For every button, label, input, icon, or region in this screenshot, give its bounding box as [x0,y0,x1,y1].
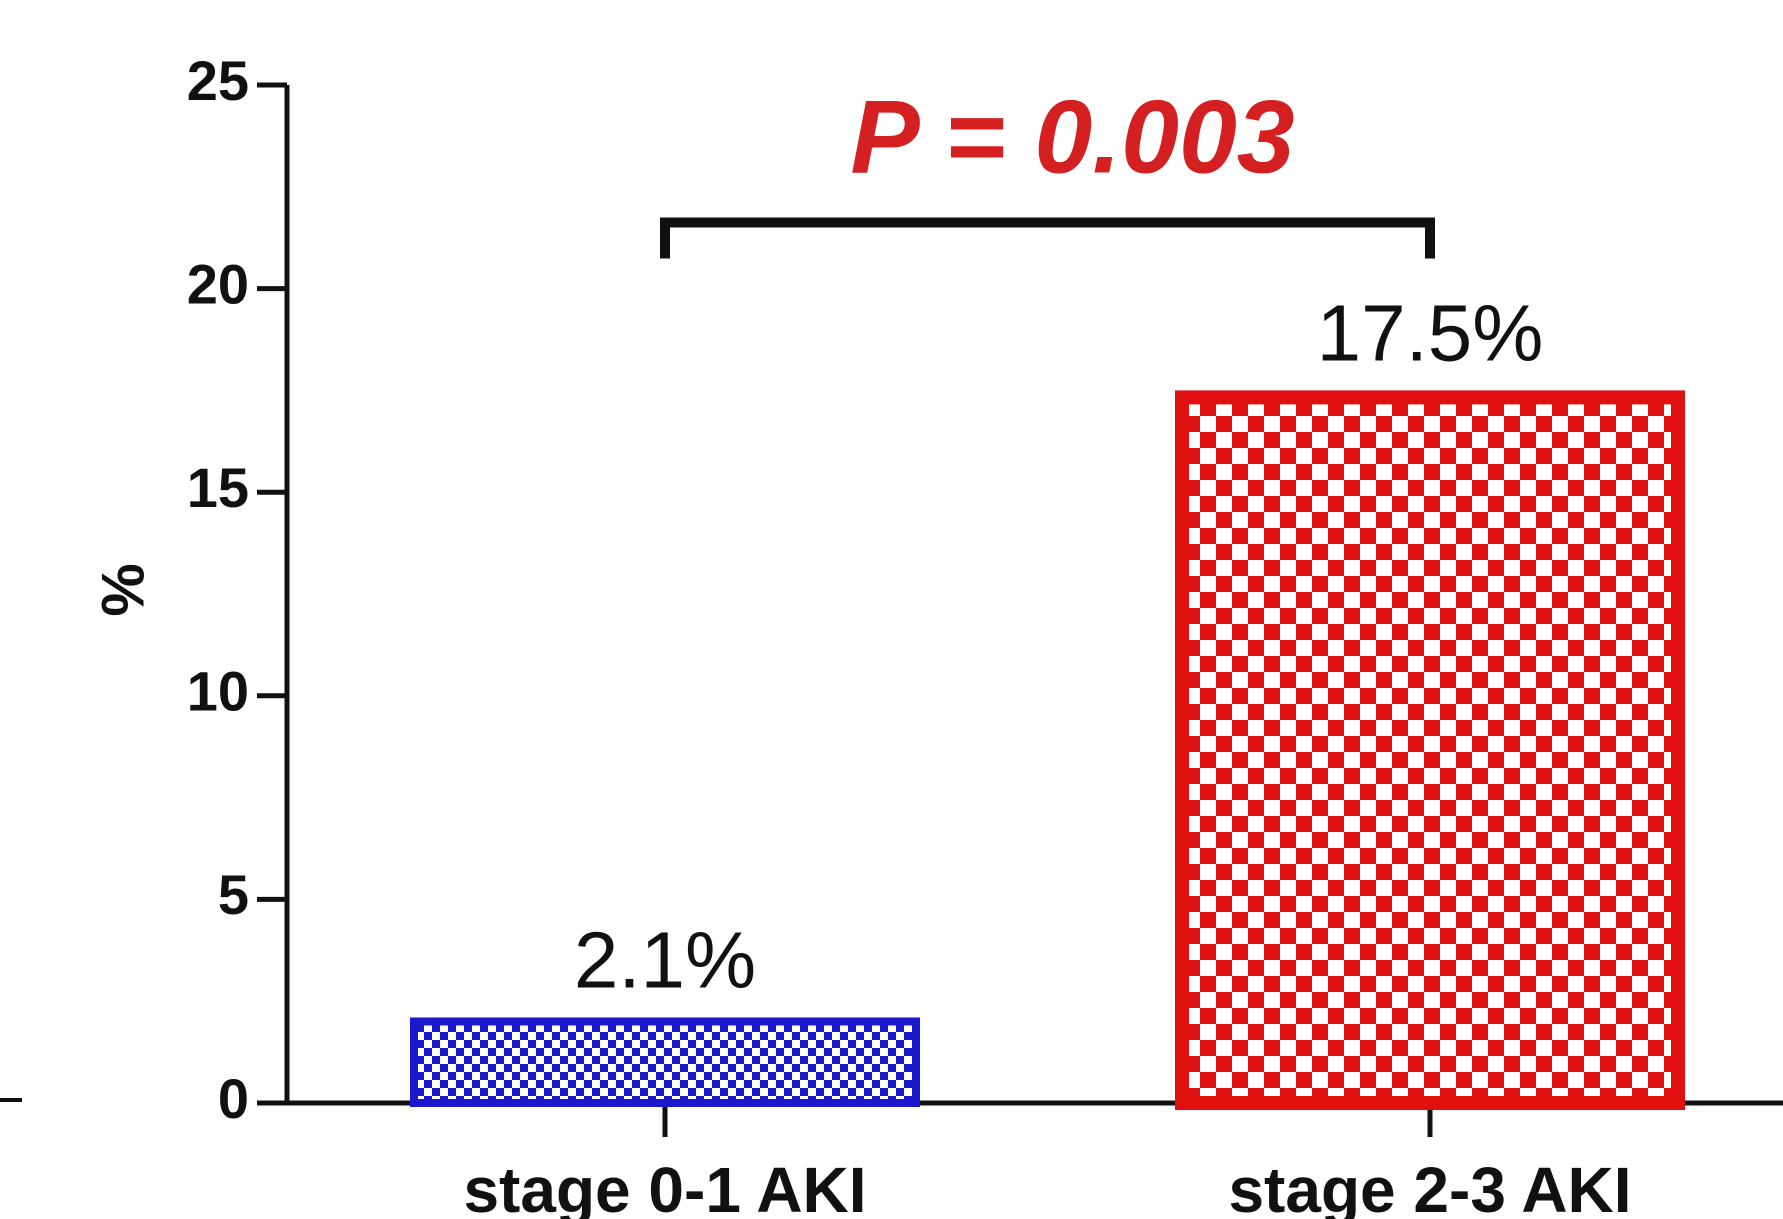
x-category-label: stage 2-3 AKI [1228,1154,1631,1219]
y-axis-label: % [89,563,156,616]
y-tick-label: 10 [187,660,249,723]
bars [410,390,1685,1110]
x-category-label: stage 0-1 AKI [463,1154,866,1219]
y-tick-label: 20 [187,252,249,315]
y-axis: 0 5 10 15 20 25 [187,49,290,1130]
bar-stage-0-1 [410,1017,920,1107]
y-tick-label: 15 [187,456,249,519]
significance-bracket [660,217,1435,259]
y-tick-label: 25 [187,49,249,112]
y-tick-label: 0 [218,1067,249,1130]
significance-annotation: P = 0.003 [660,80,1435,259]
data-label: 2.1% [574,915,756,1004]
data-label: 17.5% [1317,288,1544,377]
p-value-label: P = 0.003 [850,80,1294,196]
x-axis: stage 0-1 AKI stage 2-3 AKI [285,1100,1783,1219]
bar-stage-2-3 [1175,390,1685,1110]
data-labels: 2.1% 17.5% [574,288,1544,1004]
y-tick-label: 5 [218,863,249,926]
